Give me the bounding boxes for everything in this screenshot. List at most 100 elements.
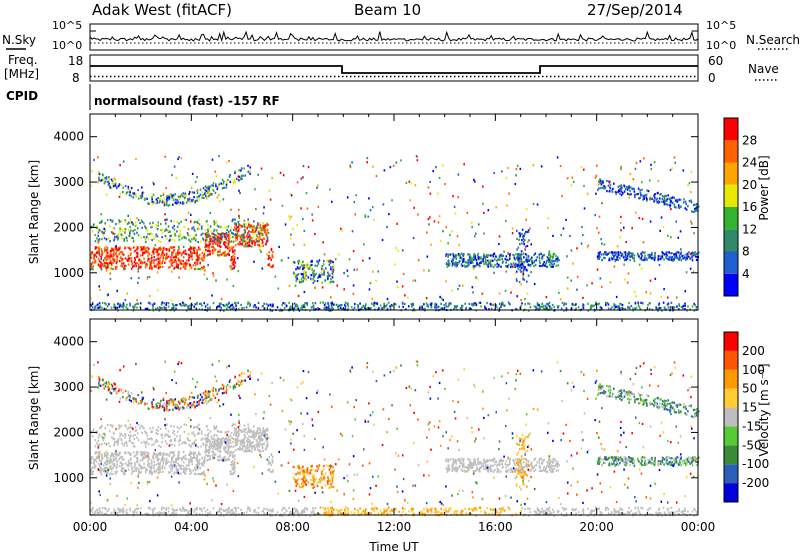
velocity-cell bbox=[110, 467, 113, 470]
velocity-cell bbox=[258, 449, 261, 452]
power-cell bbox=[265, 228, 268, 231]
power-cell bbox=[96, 303, 99, 306]
power-cell bbox=[645, 291, 648, 294]
velocity-cell bbox=[98, 465, 101, 468]
velocity-cell bbox=[223, 437, 226, 441]
power-cell bbox=[121, 237, 123, 240]
power-cell bbox=[330, 200, 333, 203]
power-cell bbox=[328, 281, 331, 284]
power-cell bbox=[673, 205, 676, 209]
power-cell bbox=[163, 302, 165, 305]
power-cell bbox=[130, 267, 133, 270]
power-cell bbox=[246, 242, 249, 245]
power-cell bbox=[523, 242, 525, 246]
power-cell bbox=[203, 256, 206, 259]
power-cell bbox=[244, 225, 246, 229]
power-cell bbox=[550, 262, 553, 265]
velocity-cell bbox=[259, 431, 261, 434]
power-cell bbox=[127, 221, 130, 224]
power-cell bbox=[212, 232, 215, 235]
power-cell bbox=[506, 204, 508, 207]
power-cell bbox=[602, 187, 605, 190]
power-cell bbox=[598, 187, 600, 190]
power-cell bbox=[633, 190, 636, 193]
power-y-label: Slant Range [km] bbox=[27, 160, 41, 264]
power-cell bbox=[259, 224, 262, 227]
power-cell bbox=[373, 301, 376, 304]
power-cell bbox=[253, 220, 255, 223]
velocity-cell bbox=[182, 469, 185, 472]
power-cell bbox=[685, 271, 688, 274]
velocity-cell bbox=[109, 457, 112, 460]
power-cell bbox=[566, 276, 569, 279]
power-cell bbox=[649, 302, 652, 305]
velocity-cell bbox=[220, 442, 222, 445]
power-cell bbox=[416, 159, 419, 162]
velocity-cell bbox=[112, 454, 115, 457]
power-cell bbox=[267, 223, 269, 227]
velocity-cell bbox=[270, 463, 273, 466]
power-cell bbox=[215, 175, 218, 178]
power-cell bbox=[460, 308, 462, 311]
power-cell bbox=[212, 188, 214, 191]
velocity-cell bbox=[136, 467, 138, 470]
power-cell bbox=[683, 198, 685, 201]
power-cell bbox=[266, 238, 269, 241]
power-cell bbox=[220, 225, 223, 228]
power-cell bbox=[608, 257, 611, 260]
power-cell bbox=[640, 193, 642, 196]
power-cell bbox=[604, 251, 606, 254]
power-cell bbox=[597, 180, 600, 183]
power-cell bbox=[229, 180, 232, 184]
velocity-cell bbox=[159, 451, 162, 454]
power-cell bbox=[332, 268, 335, 272]
velocity-cell bbox=[234, 428, 237, 431]
power-cell bbox=[653, 258, 656, 262]
velocity-cell bbox=[136, 457, 139, 461]
power-cell bbox=[619, 189, 622, 192]
power-cell bbox=[525, 253, 527, 256]
power-cell bbox=[220, 182, 222, 185]
velocity-cell bbox=[248, 440, 251, 443]
velocity-cell bbox=[147, 456, 150, 459]
velocity-cell bbox=[112, 472, 114, 476]
power-cell bbox=[439, 239, 442, 242]
power-cell bbox=[196, 258, 199, 261]
power-cell bbox=[192, 198, 194, 202]
power-cell bbox=[219, 249, 221, 252]
power-cell bbox=[349, 164, 352, 167]
velocity-cell bbox=[127, 434, 130, 437]
power-cell bbox=[644, 194, 647, 197]
power-cell bbox=[430, 302, 432, 305]
power-cell bbox=[531, 261, 533, 264]
power-cell bbox=[248, 240, 251, 244]
power-cell bbox=[332, 307, 334, 310]
power-cell bbox=[512, 262, 515, 265]
power-x-ticks bbox=[89, 114, 699, 310]
power-cell bbox=[122, 262, 124, 265]
power-cell bbox=[185, 252, 188, 256]
power-cell bbox=[116, 238, 119, 241]
power-cell bbox=[117, 232, 120, 235]
power-cell bbox=[167, 255, 170, 258]
power-cell bbox=[224, 241, 226, 244]
power-cell bbox=[125, 191, 128, 194]
velocity-cell bbox=[103, 442, 106, 445]
power-cell bbox=[167, 196, 170, 199]
velocity-cell bbox=[118, 458, 120, 461]
power-cell bbox=[657, 309, 659, 312]
power-cell bbox=[599, 255, 601, 259]
power-cell bbox=[255, 207, 257, 211]
power-cell bbox=[353, 268, 356, 271]
power-cell bbox=[128, 246, 130, 250]
power-cell bbox=[498, 308, 501, 311]
power-cell bbox=[501, 258, 503, 261]
velocity-cell bbox=[108, 430, 111, 433]
power-cell bbox=[227, 236, 230, 239]
power-cell bbox=[557, 264, 560, 267]
power-cell bbox=[470, 307, 473, 311]
power-cell bbox=[330, 296, 332, 299]
power-cell bbox=[553, 252, 556, 256]
power-cell bbox=[105, 266, 108, 269]
power-cell bbox=[522, 236, 524, 239]
